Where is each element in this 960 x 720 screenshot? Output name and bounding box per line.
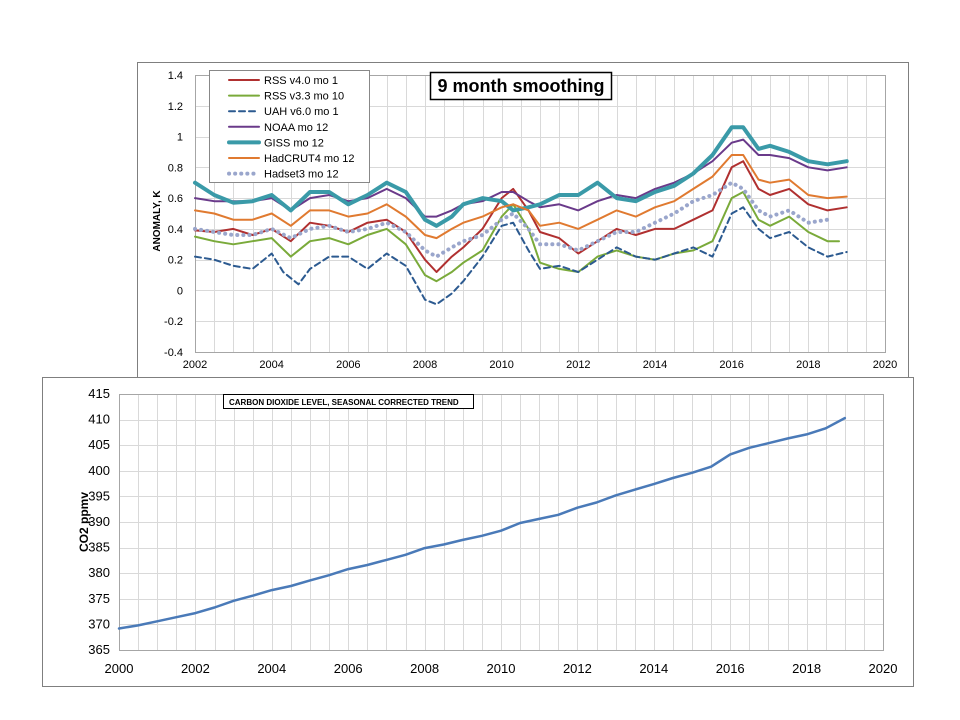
- bottom-grid: [119, 394, 884, 651]
- x-tick-label: 2004: [259, 359, 283, 371]
- x-tick-label: 2014: [639, 661, 668, 676]
- y-tick-label: 385: [88, 540, 110, 555]
- y-tick-label: 0.2: [168, 255, 183, 267]
- x-tick-label: 2016: [716, 661, 745, 676]
- bottom-panel-frame: [42, 377, 914, 687]
- plot-area-border: [119, 394, 884, 651]
- y-tick-label: 365: [88, 642, 110, 657]
- legend-label: NOAA mo 12: [264, 122, 328, 134]
- top-y-axis-label: ANOMALY, K: [152, 190, 163, 252]
- y-tick-label: 1: [177, 132, 183, 144]
- legend-label: RSS v3.3 mo 10: [264, 91, 344, 103]
- y-tick-label: 405: [88, 437, 110, 452]
- y-tick-label: 395: [88, 488, 110, 503]
- x-tick-label: 2012: [563, 661, 592, 676]
- x-tick-label: 2018: [792, 661, 821, 676]
- top-chart-title: 9 month smoothing: [438, 76, 605, 96]
- x-tick-label: 2014: [643, 359, 667, 371]
- y-tick-label: 0.4: [168, 224, 183, 236]
- x-tick-label: 2020: [873, 359, 897, 371]
- x-tick-label: 2010: [489, 359, 513, 371]
- x-tick-label: 2010: [487, 661, 516, 676]
- y-tick-label: 400: [88, 463, 110, 478]
- series-line-noaa-mo-12: [194, 138, 848, 218]
- x-tick-label: 2008: [410, 661, 439, 676]
- series-line-hadset3-mo-12: [193, 180, 830, 259]
- top-series: [193, 125, 849, 306]
- y-tick-label: 1.4: [168, 70, 183, 82]
- x-tick-label: 2002: [183, 359, 207, 371]
- y-tick-label: 415: [88, 386, 110, 401]
- x-tick-label: 2004: [257, 661, 286, 676]
- series-line-giss-mo-12: [193, 125, 849, 228]
- series-line-rss-v4-0-mo-1: [194, 160, 848, 273]
- y-tick-label: 375: [88, 591, 110, 606]
- bottom-axis-ticks: 2000 2002 2004 2006 2008 2010 2012 2014 2016 2018…: [88, 386, 897, 676]
- y-tick-label: -0.2: [164, 316, 183, 328]
- series-line-uah-v6-0-mo-1: [194, 206, 848, 306]
- x-tick-label: 2016: [719, 359, 743, 371]
- x-tick-label: 2000: [105, 661, 134, 676]
- top-axis-ticks: 2002 2004 2006 2008 2010 2012 2014 2016 2018 2020…: [164, 70, 897, 371]
- series-line-rss-v3-3-mo-10: [194, 191, 840, 283]
- series-line-hadcrut4-mo-12: [194, 154, 848, 240]
- y-tick-label: 0: [177, 285, 183, 297]
- series-line-co2: [117, 416, 847, 630]
- top-title-box: [429, 71, 613, 101]
- legend: RSS v4.0 mo 1 RSS v3.3 mo 10 UAH v6.0 mo 1…: [227, 75, 354, 181]
- y-tick-label: 390: [88, 514, 110, 529]
- x-tick-label: 2008: [413, 359, 437, 371]
- y-tick-label: 410: [88, 412, 110, 427]
- legend-label: HadCRUT4 mo 12: [264, 153, 354, 165]
- x-tick-label: 2018: [796, 359, 820, 371]
- bottom-series: [117, 416, 847, 630]
- x-tick-label: 2012: [566, 359, 590, 371]
- legend-label: GISS mo 12: [264, 137, 324, 149]
- bottom-chart-title: CARBON DIOXIDE LEVEL, SEASONAL CORRECTED…: [229, 398, 459, 407]
- y-tick-label: 1.2: [168, 101, 183, 113]
- bottom-title-box: [223, 394, 474, 409]
- y-tick-label: 0.6: [168, 193, 183, 205]
- x-tick-label: 2006: [334, 661, 363, 676]
- y-tick-label: 380: [88, 565, 110, 580]
- legend-label: RSS v4.0 mo 1: [264, 75, 338, 87]
- y-tick-label: 370: [88, 616, 110, 631]
- legend-label: UAH v6.0 mo 1: [264, 106, 339, 118]
- y-tick-label: 0.8: [168, 162, 183, 174]
- x-tick-label: 2006: [336, 359, 360, 371]
- y-tick-label: -0.4: [164, 347, 183, 359]
- x-tick-label: 2002: [181, 661, 210, 676]
- legend-label: Hadset3 mo 12: [264, 169, 339, 181]
- x-tick-label: 2020: [869, 661, 898, 676]
- bottom-y-axis-label: CO2 ppmv: [77, 492, 91, 552]
